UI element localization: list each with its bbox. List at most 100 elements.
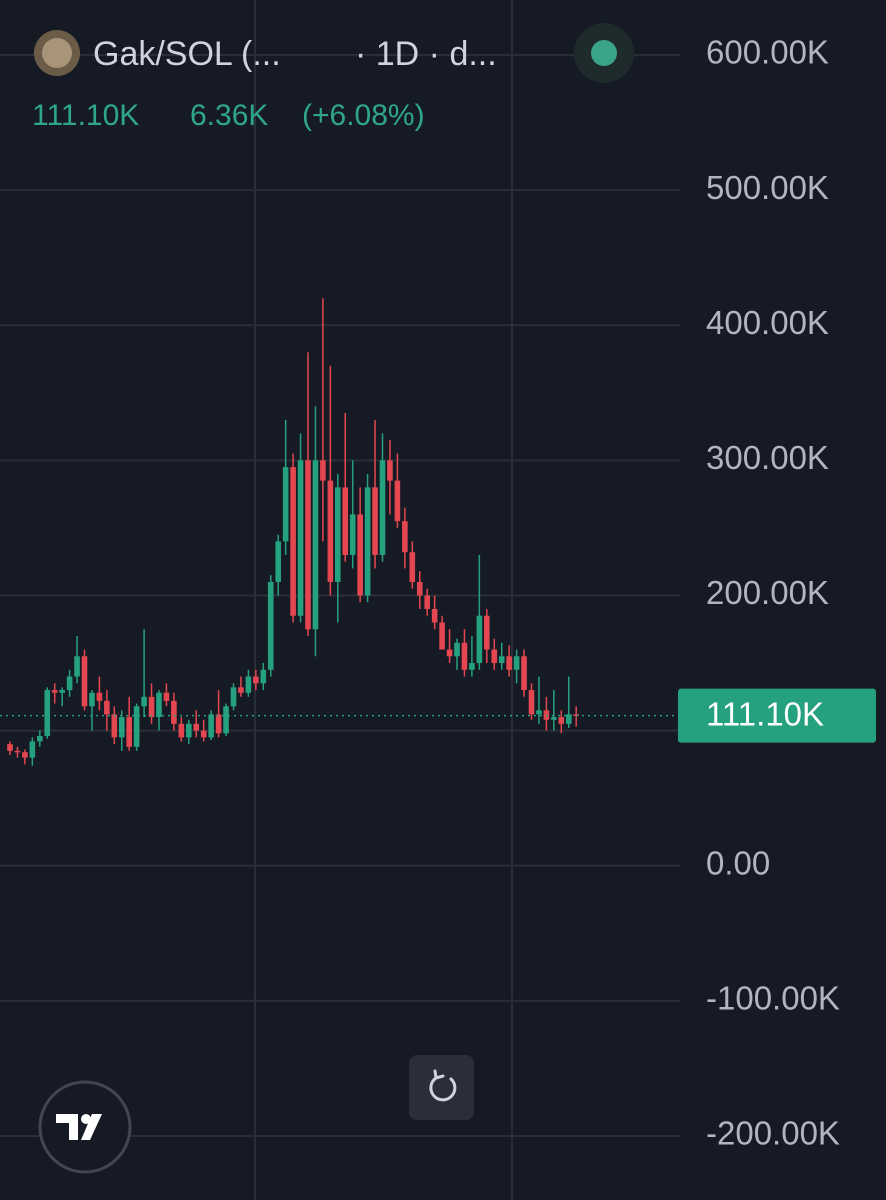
candle-body bbox=[342, 487, 349, 555]
candle-body bbox=[476, 615, 483, 664]
candle-body bbox=[431, 608, 438, 623]
candle-body bbox=[551, 717, 557, 720]
candle-body bbox=[81, 656, 88, 707]
candle-body bbox=[37, 735, 43, 742]
candle-body bbox=[491, 649, 498, 664]
candle-body bbox=[461, 642, 468, 670]
candle-body bbox=[230, 687, 237, 707]
candle-body bbox=[156, 692, 162, 718]
candles bbox=[7, 298, 579, 766]
candle-body bbox=[66, 676, 73, 691]
candle-body bbox=[104, 700, 110, 715]
candle-body bbox=[59, 690, 65, 693]
candle-body bbox=[267, 581, 274, 670]
candle-body bbox=[387, 460, 393, 481]
symbol-title[interactable]: Gak/SOL (... bbox=[93, 35, 281, 73]
candle-body bbox=[163, 692, 170, 701]
logo[interactable] bbox=[38, 1080, 132, 1174]
candle-body bbox=[290, 467, 296, 616]
candle-body bbox=[484, 615, 490, 650]
candle-body bbox=[439, 622, 445, 650]
candle-body bbox=[238, 687, 244, 693]
candle-body bbox=[424, 595, 430, 609]
candle-body bbox=[409, 552, 416, 582]
y-tick-label: 400.00K bbox=[706, 304, 829, 341]
candle-body bbox=[14, 750, 21, 753]
candle-body bbox=[320, 460, 326, 481]
candle-body bbox=[454, 642, 460, 657]
candle-body bbox=[379, 460, 386, 555]
y-tick-label: -100.00K bbox=[706, 980, 840, 1017]
candle-body bbox=[7, 744, 13, 751]
candle-body bbox=[305, 460, 311, 630]
symbol-icon-inner bbox=[42, 38, 72, 68]
candle-body bbox=[558, 717, 565, 724]
candle-body bbox=[416, 581, 423, 596]
candle-body bbox=[402, 521, 408, 553]
candle-body bbox=[22, 752, 28, 758]
candle-body bbox=[372, 487, 378, 555]
candle-body bbox=[208, 714, 214, 738]
candle-body bbox=[51, 690, 58, 693]
y-tick-label: 200.00K bbox=[706, 574, 829, 611]
overlay: 111.10K bbox=[0, 688, 876, 743]
candle-body bbox=[521, 656, 527, 691]
candle-body bbox=[349, 514, 356, 555]
last-price-tag bbox=[678, 688, 876, 743]
candle-body bbox=[469, 663, 475, 670]
y-tick-label: -200.00K bbox=[706, 1115, 840, 1152]
candle-body bbox=[186, 723, 192, 738]
candle-body bbox=[44, 690, 51, 736]
candle-body bbox=[327, 480, 334, 582]
candle-body bbox=[498, 656, 505, 664]
candle-body bbox=[223, 706, 229, 734]
candle-body bbox=[193, 723, 200, 731]
candle-body bbox=[528, 690, 535, 715]
candle-body bbox=[282, 467, 289, 542]
y-tick-label: 500.00K bbox=[706, 169, 829, 206]
candle-body bbox=[141, 696, 147, 707]
candle-body bbox=[275, 541, 281, 582]
candle-body bbox=[565, 714, 572, 724]
candle-body bbox=[297, 460, 304, 616]
candle-body bbox=[148, 696, 155, 718]
reset-icon bbox=[429, 1069, 457, 1102]
candle-body bbox=[96, 692, 103, 701]
interval[interactable]: · 1D · d... bbox=[355, 35, 497, 73]
candle-body bbox=[133, 706, 140, 747]
candle-body bbox=[29, 741, 36, 758]
candle-body bbox=[111, 714, 118, 738]
status-dot bbox=[591, 40, 617, 66]
y-tick-label: 600.00K bbox=[706, 34, 829, 71]
candle-body bbox=[446, 649, 453, 657]
candle-body bbox=[260, 669, 267, 684]
candle-body bbox=[118, 717, 125, 738]
candle-body bbox=[126, 717, 132, 747]
candle-body bbox=[200, 730, 207, 738]
last-price-label: 111.10K bbox=[706, 695, 824, 732]
legend-change: 6.36K bbox=[190, 99, 268, 132]
legend-change-pct: (+6.08%) bbox=[302, 99, 425, 132]
legend-close: 111.10K bbox=[32, 99, 139, 132]
grid: 600.00K500.00K400.00K300.00K200.00K100.0… bbox=[0, 34, 840, 1152]
logo-dot bbox=[81, 1114, 91, 1124]
y-tick-label: 0.00 bbox=[706, 844, 770, 881]
reset-button[interactable] bbox=[409, 1055, 474, 1120]
candle-body bbox=[513, 656, 520, 670]
candle-body bbox=[74, 656, 80, 677]
candle-body bbox=[506, 656, 512, 670]
candle-body bbox=[89, 692, 95, 707]
candle-body bbox=[312, 460, 319, 630]
candle-body bbox=[253, 676, 259, 684]
candle-body bbox=[394, 480, 401, 522]
candle-body bbox=[245, 676, 252, 693]
candle-body bbox=[171, 700, 177, 724]
candle-body bbox=[335, 487, 341, 582]
candle-body bbox=[536, 710, 542, 715]
candle-body bbox=[357, 514, 363, 596]
y-tick-label: 300.00K bbox=[706, 439, 829, 476]
candle-body bbox=[178, 723, 185, 738]
candle-body bbox=[215, 714, 222, 734]
candle-body bbox=[364, 487, 371, 596]
